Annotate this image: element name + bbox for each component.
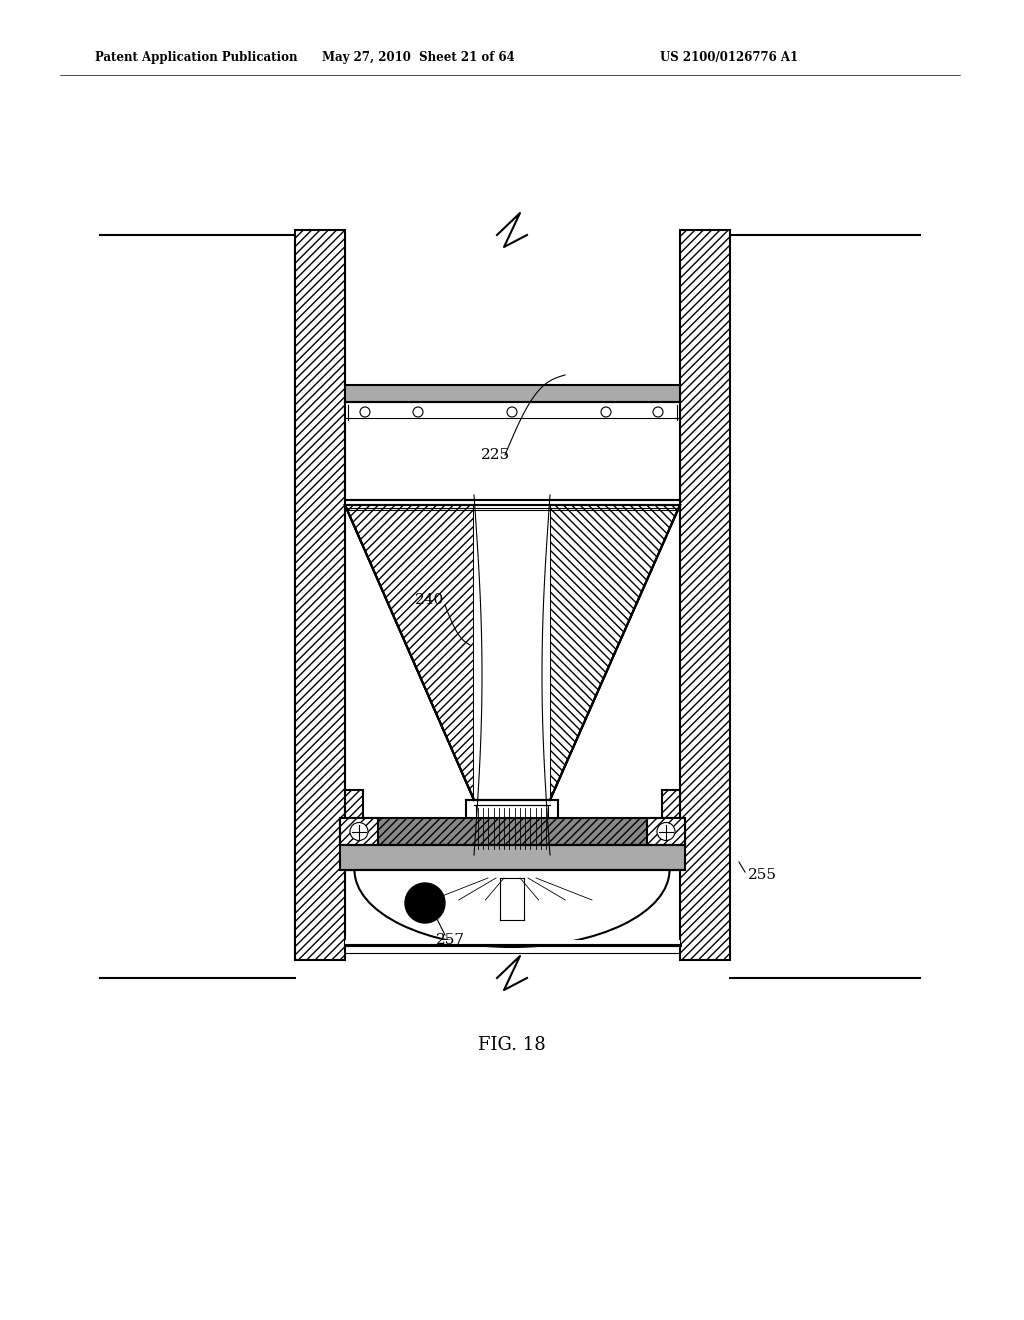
Bar bbox=[662, 789, 680, 870]
Text: 225: 225 bbox=[480, 447, 510, 462]
Bar bbox=[345, 385, 680, 403]
Circle shape bbox=[406, 883, 445, 923]
Bar bbox=[345, 403, 680, 500]
Text: 257: 257 bbox=[435, 933, 465, 946]
Text: May 27, 2010  Sheet 21 of 64: May 27, 2010 Sheet 21 of 64 bbox=[322, 50, 514, 63]
Circle shape bbox=[601, 407, 611, 417]
Bar bbox=[647, 818, 685, 845]
Polygon shape bbox=[345, 506, 474, 800]
Bar bbox=[474, 495, 550, 805]
Bar bbox=[466, 800, 558, 855]
Text: 240: 240 bbox=[416, 593, 444, 607]
Circle shape bbox=[350, 822, 368, 841]
Bar bbox=[355, 870, 670, 940]
Text: Patent Application Publication: Patent Application Publication bbox=[95, 50, 298, 63]
Text: 255: 255 bbox=[748, 869, 777, 882]
Bar bbox=[340, 818, 685, 845]
Polygon shape bbox=[550, 506, 680, 800]
Text: FIG. 18: FIG. 18 bbox=[478, 1036, 546, 1053]
Circle shape bbox=[413, 407, 423, 417]
Circle shape bbox=[507, 407, 517, 417]
Bar bbox=[476, 805, 548, 850]
Bar bbox=[340, 845, 685, 870]
Text: US 2100/0126776 A1: US 2100/0126776 A1 bbox=[660, 50, 798, 63]
Bar bbox=[295, 230, 345, 960]
Circle shape bbox=[657, 822, 675, 841]
Bar bbox=[345, 789, 362, 870]
Circle shape bbox=[653, 407, 663, 417]
Bar bbox=[345, 940, 680, 945]
Bar bbox=[680, 230, 730, 960]
Circle shape bbox=[360, 407, 370, 417]
Bar bbox=[340, 818, 378, 845]
